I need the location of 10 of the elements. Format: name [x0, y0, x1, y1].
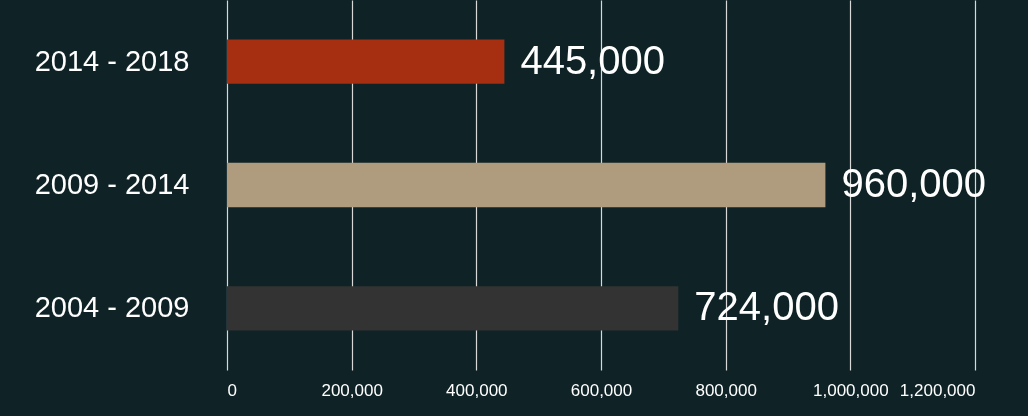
x-tick-label: 800,000 — [695, 380, 757, 400]
x-tick-label: 1,000,000 — [813, 380, 889, 400]
x-tick-label: 600,000 — [570, 380, 633, 400]
x-tick-label: 0 — [227, 380, 237, 400]
x-tick-label: 400,000 — [446, 380, 508, 400]
y-tick-label: 2014 - 2018 — [34, 44, 190, 77]
y-tick-label: 2004 - 2009 — [34, 291, 190, 324]
y-tick-label: 2009 - 2014 — [34, 168, 190, 200]
x-tick-label: 200,000 — [321, 380, 383, 400]
x-tick-label: 1,200,000 — [899, 380, 976, 400]
